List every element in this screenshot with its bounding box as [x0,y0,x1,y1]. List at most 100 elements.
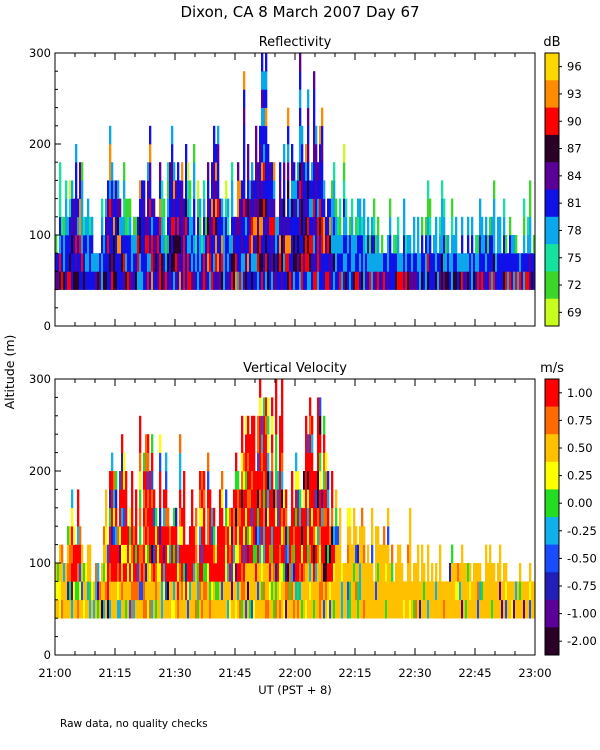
velocity-echo-cell [263,489,266,509]
velocity-echo-cell [523,599,526,619]
reflectivity-echo-cell [281,253,284,272]
reflectivity-echo-cell [105,271,108,290]
reflectivity-echo-cell [121,253,124,272]
velocity-echo-cell [319,471,322,490]
velocity-echo-cell [343,599,346,619]
reflectivity-echo-cell [79,271,82,290]
velocity-echo-cell [197,599,200,619]
velocity-echo-cell [331,581,334,601]
reflectivity-echo-cell [231,162,234,181]
reflectivity-echo-cell [321,235,324,254]
reflectivity-echo-cell [81,271,84,290]
reflectivity-echo-cell [319,144,322,163]
velocity-echo-cell [461,563,464,582]
velocity-echo-cell [311,434,314,453]
velocity-echo-cell [317,415,320,435]
reflectivity-echo-cell [101,235,104,254]
reflectivity-echo-cell [107,216,110,236]
reflectivity-echo-cell [175,180,178,199]
reflectivity-echo-cell [303,180,306,199]
velocity-echo-cell [423,563,426,582]
reflectivity-echo-cell [61,271,64,290]
velocity-echo-cell [307,471,310,490]
reflectivity-title: Reflectivity [259,35,332,50]
velocity-echo-cell [237,526,240,545]
reflectivity-echo-cell [171,253,174,272]
velocity-echo-cell [155,563,158,582]
reflectivity-echo-cell [457,253,460,272]
velocity-echo-cell [109,581,112,601]
reflectivity-echo-cell [125,235,128,254]
velocity-echo-cell [295,452,298,472]
reflectivity-echo-cell [473,253,476,272]
reflectivity-echo-cell [483,253,486,272]
reflectivity-echo-cell [353,253,356,272]
reflectivity-echo-cell [471,271,474,290]
velocity-echo-cell [179,489,182,509]
velocity-echo-cell [279,581,282,601]
reflectivity-echo-cell [299,162,302,181]
velocity-echo-cell [267,489,270,509]
velocity-echo-cell [131,507,134,527]
reflectivity-echo-cell [483,271,486,290]
velocity-echo-cell [467,563,470,582]
velocity-echo-cell [445,599,448,619]
reflectivity-echo-cell [287,144,290,163]
velocity-colorbar-label: 0.25 [567,469,593,483]
reflectivity-echo-cell [283,271,286,290]
velocity-echo-cell [329,599,332,619]
reflectivity-echo-cell [295,198,298,218]
velocity-echo-cell [317,489,320,509]
reflectivity-echo-cell [117,198,120,218]
reflectivity-echo-cell [523,253,526,272]
reflectivity-echo-cell [263,144,266,163]
velocity-echo-cell [279,489,282,509]
velocity-echo-cell [313,599,316,619]
velocity-echo-cell [263,507,266,527]
reflectivity-echo-cell [115,216,118,236]
velocity-echo-cell [225,563,228,582]
velocity-echo-cell [115,489,118,509]
reflectivity-echo-cell [529,253,532,272]
reflectivity-echo-cell [263,125,266,145]
reflectivity-echo-cell [89,253,92,272]
velocity-echo-cell [77,489,80,509]
velocity-echo-cell [179,471,182,490]
velocity-echo-cell [259,452,262,472]
reflectivity-echo-cell [333,216,336,236]
velocity-echo-cell [123,563,126,582]
velocity-echo-cell [167,599,170,619]
reflectivity-echo-cell [291,235,294,254]
velocity-echo-cell [287,599,290,619]
velocity-echo-cell [277,563,280,582]
velocity-echo-cell [371,581,374,601]
reflectivity-echo-cell [381,235,384,254]
velocity-echo-cell [275,489,278,509]
velocity-echo-cell [531,581,534,601]
reflectivity-echo-cell [307,253,310,272]
reflectivity-colorbar-swatch [545,134,559,163]
reflectivity-echo-cell [197,253,200,272]
reflectivity-echo-cell [155,235,158,254]
velocity-echo-cell [521,581,524,601]
reflectivity-echo-cell [525,253,528,272]
reflectivity-echo-cell [289,216,292,236]
reflectivity-echo-cell [175,253,178,272]
reflectivity-echo-cell [261,71,264,90]
reflectivity-echo-cell [189,253,192,272]
velocity-echo-cell [169,563,172,582]
velocity-echo-cell [507,599,510,619]
reflectivity-echo-cell [313,271,316,290]
velocity-echo-cell [297,599,300,619]
velocity-echo-cell [303,563,306,582]
velocity-echo-cell [487,599,490,619]
reflectivity-echo-cell [499,253,502,272]
reflectivity-echo-cell [397,271,400,290]
velocity-echo-cell [297,544,300,564]
reflectivity-echo-cell [289,198,292,218]
reflectivity-echo-cell [91,271,94,290]
reflectivity-echo-cell [437,271,440,290]
reflectivity-echo-cell [343,235,346,254]
reflectivity-echo-cell [201,235,204,254]
